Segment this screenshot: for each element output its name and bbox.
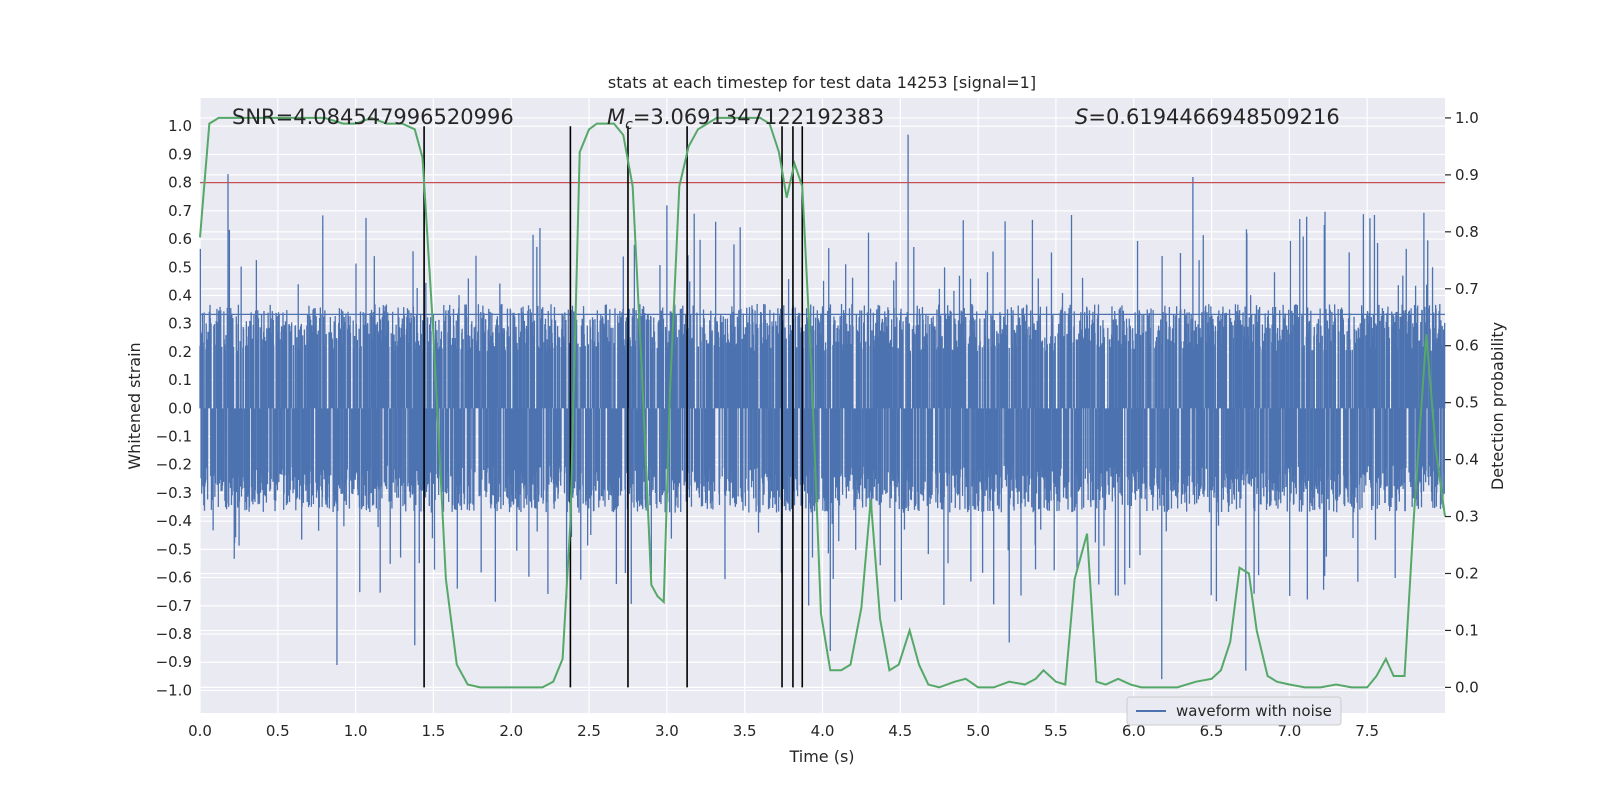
y-left-tick-label: 0.9 bbox=[168, 145, 192, 163]
y-left-tick-label: −0.9 bbox=[156, 653, 192, 671]
waveform-series bbox=[199, 134, 1446, 680]
y-right-axis-label: Detection probability bbox=[1488, 322, 1507, 490]
legend-box bbox=[1126, 696, 1342, 726]
x-tick-label: 5.0 bbox=[966, 722, 990, 740]
chirp-mass-symbol: M bbox=[607, 105, 625, 129]
chirp-mass-value: =3.0691347122192383 bbox=[633, 105, 884, 129]
x-tick-label: 3.0 bbox=[655, 722, 679, 740]
x-tick-label: 1.5 bbox=[422, 722, 446, 740]
x-axis-label: Time (s) bbox=[788, 747, 854, 766]
chart-title: stats at each timestep for test data 142… bbox=[608, 73, 1036, 92]
x-tick-label: 7.0 bbox=[1277, 722, 1301, 740]
x-tick-label: 2.5 bbox=[577, 722, 601, 740]
y-left-tick-label: −0.5 bbox=[156, 540, 192, 558]
y-left-axis-label: Whitened strain bbox=[125, 342, 144, 469]
s-symbol: S bbox=[1075, 105, 1088, 129]
y-left-tick-label: 0.6 bbox=[168, 230, 192, 248]
y-left-tick-label: 0.5 bbox=[168, 258, 192, 276]
y-right-axis-ticks: 1.0 0.9 0.8 0.7 0.6 0.5 0.4 0.3 0.2 0.1 0.0 bbox=[1445, 109, 1479, 696]
y-left-tick-label: −0.1 bbox=[156, 428, 192, 446]
legend-label: waveform with noise bbox=[1176, 702, 1332, 720]
y-left-tick-label: 0.0 bbox=[168, 399, 192, 417]
y-right-tick-label: 0.6 bbox=[1455, 337, 1479, 355]
y-right-tick-label: 0.8 bbox=[1455, 223, 1479, 241]
x-tick-label: 4.0 bbox=[811, 722, 835, 740]
y-left-tick-label: 0.2 bbox=[168, 343, 192, 361]
chirp-mass-annotation: Mc=3.0691347122192383 bbox=[607, 105, 884, 133]
legend: waveform with noise bbox=[1126, 696, 1342, 726]
y-left-tick-label: −0.8 bbox=[156, 625, 192, 643]
x-tick-label: 0.5 bbox=[266, 722, 290, 740]
y-right-tick-label: 0.5 bbox=[1455, 394, 1479, 412]
y-left-tick-label: 0.7 bbox=[168, 202, 192, 220]
y-right-tick-label: 1.0 bbox=[1455, 109, 1479, 127]
x-tick-label: 6.0 bbox=[1122, 722, 1146, 740]
snr-annotation: SNR=4.084547996520996 bbox=[232, 105, 514, 129]
y-right-tick-label: 0.2 bbox=[1455, 564, 1479, 582]
detection-markers bbox=[423, 126, 804, 688]
x-tick-label: 5.5 bbox=[1044, 722, 1068, 740]
y-left-tick-label: 0.1 bbox=[168, 371, 192, 389]
x-tick-label: 2.0 bbox=[499, 722, 523, 740]
y-right-tick-label: 0.1 bbox=[1455, 621, 1479, 639]
y-left-axis-ticks: 1.0 0.9 0.8 0.7 0.6 0.5 0.4 0.3 0.2 0.1 0.0 −0.1 −0.… bbox=[156, 117, 192, 699]
x-tick-label: 6.5 bbox=[1200, 722, 1224, 740]
y-left-tick-label: −0.6 bbox=[156, 569, 192, 587]
y-right-tick-label: 0.4 bbox=[1455, 451, 1479, 469]
y-right-tick-label: 0.7 bbox=[1455, 280, 1479, 298]
x-tick-label: 1.0 bbox=[344, 722, 368, 740]
y-left-tick-label: 0.8 bbox=[168, 174, 192, 192]
y-left-tick-label: −0.3 bbox=[156, 484, 192, 502]
waveform-path bbox=[199, 134, 1446, 680]
y-left-tick-label: 0.4 bbox=[168, 286, 192, 304]
s-value: =0.6194466948509216 bbox=[1088, 105, 1339, 129]
detection-probability-line bbox=[199, 116, 1446, 689]
y-left-tick-label: −0.4 bbox=[156, 512, 192, 530]
s-annotation: S=0.6194466948509216 bbox=[1075, 105, 1340, 129]
y-left-tick-label: 1.0 bbox=[168, 117, 192, 135]
y-left-tick-label: −1.0 bbox=[156, 681, 192, 699]
y-left-tick-label: −0.7 bbox=[156, 597, 192, 615]
y-left-tick-label: −0.2 bbox=[156, 456, 192, 474]
y-right-tick-label: 0.3 bbox=[1455, 508, 1479, 526]
x-tick-label: 4.5 bbox=[888, 722, 912, 740]
x-tick-label: 0.0 bbox=[188, 722, 212, 740]
x-tick-label: 3.5 bbox=[733, 722, 757, 740]
x-axis-ticks: 0.0 0.5 1.0 1.5 2.0 2.5 3.0 3.5 4.0 4.5 5.0 5.5 6.0 6… bbox=[188, 722, 1379, 740]
y-right-tick-label: 0.9 bbox=[1455, 166, 1479, 184]
y-right-tick-label: 0.0 bbox=[1455, 678, 1479, 696]
chirp-mass-subscript: c bbox=[625, 117, 633, 133]
x-tick-label: 7.5 bbox=[1355, 722, 1379, 740]
y-left-tick-label: 0.3 bbox=[168, 315, 192, 333]
